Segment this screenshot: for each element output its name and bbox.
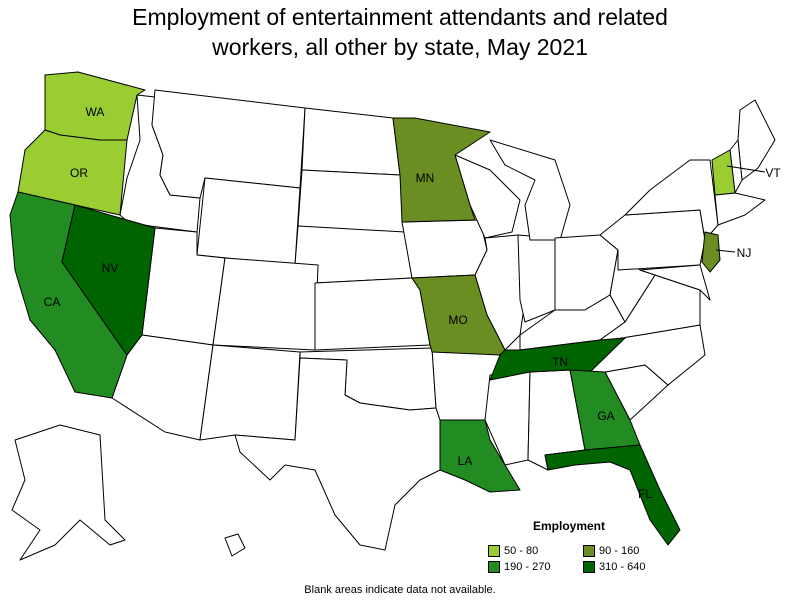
label-mn: MN	[416, 171, 435, 185]
legend-item-1: 50 - 80	[488, 545, 538, 557]
legend-swatch-3	[488, 561, 500, 573]
label-tn: TN	[552, 355, 568, 369]
legend-label-3: 190 - 270	[504, 561, 551, 573]
state-nv	[61, 204, 156, 356]
legend-swatch-1	[488, 545, 500, 557]
nj-leader-line	[715, 249, 736, 253]
footnote: Blank areas indicate data not available.	[304, 584, 496, 596]
label-nv: NV	[102, 261, 119, 275]
legend-item-2: 90 - 160	[583, 545, 639, 557]
legend-label-2: 90 - 160	[599, 545, 640, 557]
state-hi	[224, 533, 246, 557]
label-vt: VT	[765, 166, 781, 180]
state-tx	[234, 357, 441, 551]
state-ks	[314, 277, 431, 351]
state-mt	[151, 89, 306, 199]
label-la: LA	[458, 454, 473, 468]
legend-swatch-2	[583, 545, 595, 557]
vt-leader-line	[726, 165, 766, 173]
state-nj	[701, 231, 721, 273]
label-ca: CA	[44, 295, 61, 309]
legend-label-4: 310 - 640	[599, 561, 646, 573]
state-nd	[301, 107, 401, 176]
label-mo: MO	[448, 313, 467, 327]
label-ga: GA	[597, 409, 614, 423]
state-mn	[392, 117, 491, 223]
legend-item-3: 190 - 270	[488, 561, 550, 573]
label-wa: WA	[86, 105, 105, 119]
state-ga	[569, 369, 641, 451]
legend-item-4: 310 - 640	[583, 561, 645, 573]
state-or	[17, 129, 128, 216]
legend-title: Employment	[533, 519, 606, 533]
legend-swatch-4	[583, 561, 595, 573]
state-in	[517, 234, 556, 323]
legend-label-1: 50 - 80	[504, 545, 539, 557]
state-vt	[711, 149, 736, 196]
state-ny	[624, 159, 719, 241]
label-nj: NJ	[737, 246, 752, 260]
state-fl	[544, 444, 681, 546]
state-ak	[11, 424, 126, 561]
state-nm	[199, 344, 301, 441]
title-line-1: Employment of entertainment attendants a…	[132, 4, 668, 30]
label-fl: FL	[638, 487, 652, 501]
state-ia	[401, 219, 488, 279]
title-line-2: workers, all other by state, May 2021	[212, 34, 588, 60]
state-sd	[297, 169, 406, 235]
state-ma-ct-ri	[714, 192, 766, 226]
state-mi	[489, 139, 571, 241]
map-title: Employment of entertainment attendants a…	[0, 2, 800, 62]
blank-states	[11, 89, 776, 561]
label-or: OR	[70, 166, 88, 180]
state-co	[212, 257, 319, 351]
state-wy	[196, 177, 301, 266]
state-md	[639, 264, 711, 301]
state-la	[439, 419, 521, 493]
